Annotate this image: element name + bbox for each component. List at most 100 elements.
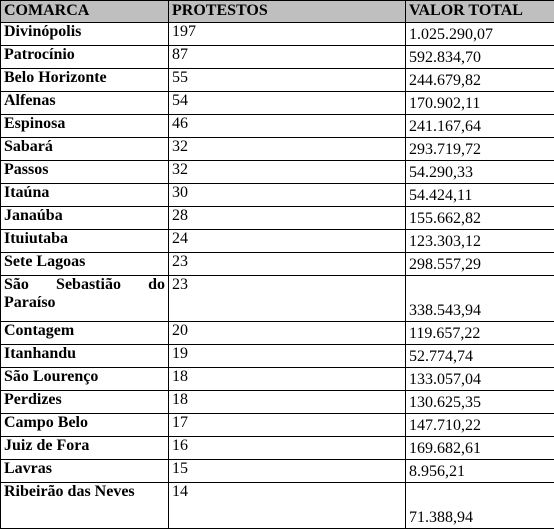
cell-valor-text: 123.303,12 — [409, 233, 481, 251]
table-row: Sabará 32 293.719,72 — [1, 138, 554, 161]
cell-comarca: Ituiutaba — [1, 230, 169, 253]
cell-valor: 169.682,61 — [406, 437, 554, 460]
cell-comarca: Sete Lagoas — [1, 253, 169, 276]
cell-comarca: São Sebastião do Paraíso — [1, 276, 169, 322]
cell-valor: 1.025.290,07 — [406, 23, 554, 46]
cell-comarca: Juiz de Fora — [1, 437, 169, 460]
table-row: Lavras 15 8.956,21 — [1, 460, 554, 483]
cell-valor-text: 133.057,04 — [409, 371, 481, 389]
cell-valor: 170.902,11 — [406, 92, 554, 115]
cell-valor-text: 592.834,70 — [409, 49, 481, 67]
cell-protestos: 23 — [169, 276, 406, 322]
cell-valor: 298.557,29 — [406, 253, 554, 276]
cell-valor-text: 298.557,29 — [409, 256, 481, 274]
cell-comarca: Campo Belo — [1, 414, 169, 437]
cell-protestos: 17 — [169, 414, 406, 437]
table-row: Juiz de Fora 16 169.682,61 — [1, 437, 554, 460]
cell-valor: 244.679,82 — [406, 69, 554, 92]
cell-valor-text: 54.424,11 — [409, 187, 472, 205]
cell-comarca: Passos — [1, 161, 169, 184]
table-header: COMARCA PROTESTOS VALOR TOTAL — [1, 1, 554, 23]
cell-protestos: 14 — [169, 483, 406, 529]
cell-valor-text: 52.774,74 — [409, 348, 473, 366]
cell-valor-text: 244.679,82 — [409, 72, 481, 90]
cell-protestos: 46 — [169, 115, 406, 138]
cell-valor: 147.710,22 — [406, 414, 554, 437]
cell-comarca: Itanhandu — [1, 345, 169, 368]
cell-protestos: 197 — [169, 23, 406, 46]
cell-protestos: 15 — [169, 460, 406, 483]
header-row: COMARCA PROTESTOS VALOR TOTAL — [1, 1, 554, 23]
cell-valor-text: 1.025.290,07 — [409, 26, 493, 44]
cell-comarca: Itaúna — [1, 184, 169, 207]
cell-protestos: 16 — [169, 437, 406, 460]
cell-valor-text: 169.682,61 — [409, 440, 481, 458]
table-row: Ribeirão das Neves 14 71.388,94 — [1, 483, 554, 529]
table-row: Itaúna 30 54.424,11 — [1, 184, 554, 207]
table-row: Sete Lagoas 23 298.557,29 — [1, 253, 554, 276]
table-row: Campo Belo 17 147.710,22 — [1, 414, 554, 437]
table-row: Itanhandu 19 52.774,74 — [1, 345, 554, 368]
cell-comarca: Patrocínio — [1, 46, 169, 69]
cell-valor: 8.956,21 — [406, 460, 554, 483]
cell-valor-text: 293.719,72 — [409, 141, 481, 159]
table-row: Alfenas 54 170.902,11 — [1, 92, 554, 115]
cell-comarca: São Lourenço — [1, 368, 169, 391]
cell-valor: 130.625,35 — [406, 391, 554, 414]
table-row: Passos 32 54.290,33 — [1, 161, 554, 184]
cell-comarca: Janaúba — [1, 207, 169, 230]
cell-protestos: 20 — [169, 322, 406, 345]
cell-protestos: 19 — [169, 345, 406, 368]
table-row: Janaúba 28 155.662,82 — [1, 207, 554, 230]
cell-valor-text: 8.956,21 — [409, 463, 465, 481]
cell-protestos: 87 — [169, 46, 406, 69]
cell-protestos: 24 — [169, 230, 406, 253]
cell-comarca: Belo Horizonte — [1, 69, 169, 92]
cell-protestos: 18 — [169, 391, 406, 414]
cell-valor-text: 71.388,94 — [409, 509, 473, 527]
table-row: Espinosa 46 241.167,64 — [1, 115, 554, 138]
table-row: São Sebastião do Paraíso 23 338.543,94 — [1, 276, 554, 322]
cell-valor: 119.657,22 — [406, 322, 554, 345]
cell-valor: 155.662,82 — [406, 207, 554, 230]
cell-comarca: Sabará — [1, 138, 169, 161]
cell-comarca: Contagem — [1, 322, 169, 345]
table-row: Perdizes 18 130.625,35 — [1, 391, 554, 414]
cell-protestos: 54 — [169, 92, 406, 115]
cell-valor-text: 241.167,64 — [409, 118, 481, 136]
header-comarca: COMARCA — [1, 1, 169, 23]
header-valor-total: VALOR TOTAL — [406, 1, 554, 23]
table-row: Patrocínio 87 592.834,70 — [1, 46, 554, 69]
cell-valor: 293.719,72 — [406, 138, 554, 161]
cell-valor: 241.167,64 — [406, 115, 554, 138]
cell-protestos: 55 — [169, 69, 406, 92]
table-row: São Lourenço 18 133.057,04 — [1, 368, 554, 391]
cell-valor: 592.834,70 — [406, 46, 554, 69]
table-row: Contagem 20 119.657,22 — [1, 322, 554, 345]
cell-comarca: Divinópolis — [1, 23, 169, 46]
cell-valor-text: 338.543,94 — [409, 302, 481, 320]
cell-valor-text: 155.662,82 — [409, 210, 481, 228]
cell-protestos: 18 — [169, 368, 406, 391]
cell-comarca: Lavras — [1, 460, 169, 483]
cell-valor-text: 147.710,22 — [409, 417, 481, 435]
cell-protestos: 32 — [169, 161, 406, 184]
cell-valor: 71.388,94 — [406, 483, 554, 529]
cell-valor-text: 119.657,22 — [409, 325, 480, 343]
cell-protestos: 28 — [169, 207, 406, 230]
table-body: Divinópolis 197 1.025.290,07 Patrocínio … — [1, 23, 554, 529]
cell-valor: 123.303,12 — [406, 230, 554, 253]
cell-valor-text: 170.902,11 — [409, 95, 480, 113]
table-row: Ituiutaba 24 123.303,12 — [1, 230, 554, 253]
cell-comarca: Perdizes — [1, 391, 169, 414]
header-protestos: PROTESTOS — [169, 1, 406, 23]
cell-comarca: Ribeirão das Neves — [1, 483, 169, 529]
cell-valor-text: 54.290,33 — [409, 164, 473, 182]
cell-protestos: 32 — [169, 138, 406, 161]
cell-comarca: Alfenas — [1, 92, 169, 115]
table-row: Divinópolis 197 1.025.290,07 — [1, 23, 554, 46]
cell-valor: 54.290,33 — [406, 161, 554, 184]
cell-valor-text: 130.625,35 — [409, 394, 481, 412]
cell-valor: 338.543,94 — [406, 276, 554, 322]
